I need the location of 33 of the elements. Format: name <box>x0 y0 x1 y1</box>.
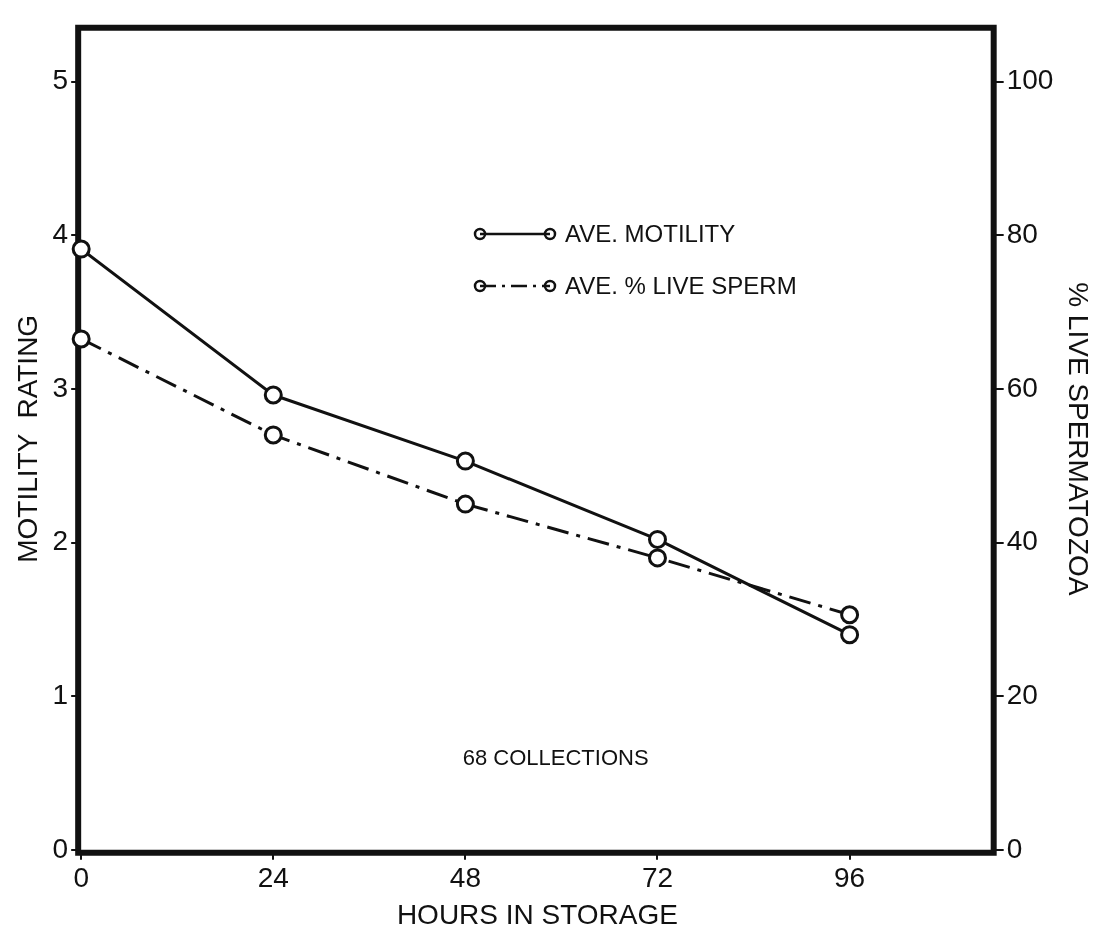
x-tick-label: 24 <box>257 862 289 894</box>
y2-tick-label: 0 <box>1006 832 1023 864</box>
point <box>71 329 91 349</box>
y2-tick-label: 80 <box>1006 217 1038 249</box>
x-tick-label: 48 <box>449 862 481 894</box>
y-tick-label: 1 <box>52 678 69 710</box>
legend-label: AVE. % LIVE SPERM <box>565 272 797 300</box>
annotation: 68 COLLECTIONS <box>462 744 649 770</box>
legend-label: AVE. MOTILITY <box>565 220 736 248</box>
x-tick-label: 72 <box>641 862 674 894</box>
x-tick-label: 96 <box>834 862 866 894</box>
y2-tick-label: 100 <box>1006 64 1054 96</box>
point <box>648 529 667 549</box>
y-tick-label: 2 <box>52 525 69 557</box>
point <box>71 239 91 259</box>
point <box>648 548 667 568</box>
x-tick-label: 0 <box>73 862 89 894</box>
y2-tick-label: 60 <box>1006 371 1038 403</box>
y-tick-label: 3 <box>52 371 69 403</box>
y-tick-label: 4 <box>52 217 69 249</box>
point <box>840 625 860 645</box>
y2-tick-label: 40 <box>1006 525 1038 557</box>
point <box>263 425 283 445</box>
y2-tick-label: 20 <box>1006 678 1038 710</box>
x-axis-title: HOURS IN STORAGE <box>396 898 678 930</box>
y-axis-title: MOTILITY RATING <box>11 314 43 563</box>
point <box>263 385 283 405</box>
point <box>455 451 475 471</box>
y2-axis-title: % LIVE SPERMATOZOA <box>1063 282 1095 596</box>
y-tick-label: 5 <box>52 64 69 96</box>
point <box>840 605 860 625</box>
point <box>455 494 475 514</box>
y-tick-label: 0 <box>52 832 69 864</box>
